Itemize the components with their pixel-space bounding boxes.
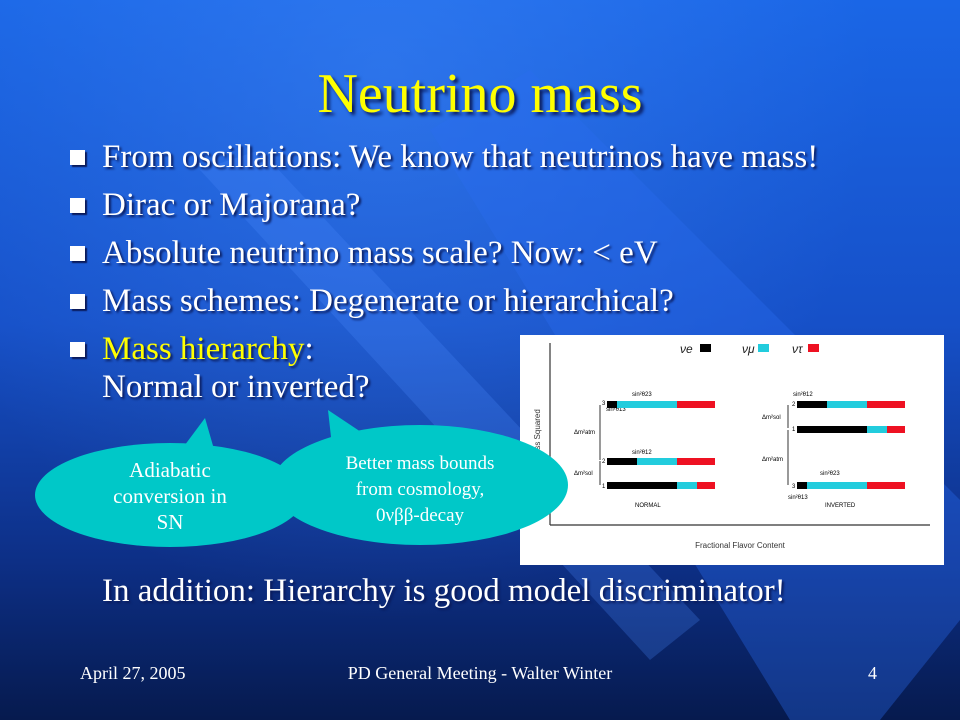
inverted-state-3-label: 3 [792, 484, 796, 490]
inverted-state-3-nue [797, 482, 807, 489]
normal-sol-label: Δm²sol [574, 471, 593, 477]
inverted-angle-label: sin²θ12 [793, 392, 813, 398]
normal-state-2-numu [637, 458, 677, 465]
bullet-text: From oscillations: We know that neutrino… [102, 139, 819, 175]
figure-y-label: Mass Squared [533, 409, 542, 461]
figure-x-label: Fractional Flavor Content [695, 541, 786, 550]
inverted-state-3-numu [807, 482, 867, 489]
normal-state-3-nue [607, 401, 617, 408]
bubble-right-line: from cosmology, [355, 479, 485, 500]
normal-atm-label: Δm²atm [574, 430, 595, 436]
bullet-square-icon [70, 198, 85, 213]
bubble-left-line: Adiabatic [129, 458, 211, 482]
legend-numu-label: νμ [742, 342, 755, 356]
bullet-square-icon [70, 246, 85, 261]
bullet-item: Dirac or Majorana? [70, 186, 940, 224]
inverted-state-2-nutau [867, 401, 905, 408]
normal-state-3-label: 3 [602, 401, 606, 407]
normal-state-2-nutau [677, 458, 715, 465]
bullet-item: From oscillations: We know that neutrino… [70, 138, 940, 176]
mass-hierarchy-figure: Mass Squared Fractional Flavor Content ν… [520, 335, 944, 565]
inverted-state-1-nutau [887, 426, 905, 433]
bubble-left-line: conversion in [113, 484, 227, 508]
normal-state-1-numu [677, 482, 697, 489]
inverted-state-1-numu [867, 426, 887, 433]
bullet-list: From oscillations: We know that neutrino… [70, 138, 940, 416]
bubble-right-shape [272, 410, 568, 545]
inverted-state-1-label: 1 [792, 427, 796, 433]
footer-center: PD General Meeting - Walter Winter [347, 663, 613, 683]
bubble-left-body [35, 443, 305, 547]
normal-state-3-numu [617, 401, 677, 408]
bubble-left-shape [35, 418, 305, 547]
inverted-angle-label: sin²θ23 [820, 471, 840, 477]
hierarchy-highlight: Mass hierarchy [102, 331, 305, 367]
inverted-angle-label: sin²θ13 [788, 495, 808, 501]
legend-nutau-label: ντ [792, 342, 804, 356]
bullet-text: Mass schemes: Degenerate or hierarchical… [102, 283, 674, 319]
bubble-right-line: 0νββ-decay [375, 505, 465, 526]
hierarchy-colon: : [304, 331, 314, 367]
legend-nutau-swatch [808, 344, 819, 352]
bubble-right-line: Better mass bounds [345, 453, 495, 474]
inverted-sol-label: Δm²sol [762, 415, 781, 421]
legend-nue-swatch [700, 344, 711, 352]
normal-state-3-nutau [677, 401, 715, 408]
normal-state-1-nutau [697, 482, 715, 489]
normal-state-2-label: 2 [602, 459, 606, 465]
legend-numu-swatch [758, 344, 769, 352]
hierarchy-line2: Normal or inverted? [102, 369, 370, 405]
footer-page-number: 4 [868, 663, 877, 683]
footer-date: April 27, 2005 [80, 663, 186, 683]
bullet-item-hierarchy: Mass hierarchy: Normal or inverted? [70, 330, 940, 406]
mass-hierarchy-diagram: Mass Squared Fractional Flavor Content ν… [533, 342, 930, 550]
normal-angle-label: sin²θ23 [632, 392, 652, 398]
inverted-state-2-numu [827, 401, 867, 408]
normal-state-2-nue [607, 458, 637, 465]
bubble-right-body [272, 425, 568, 545]
bubble-left-text: Adiabatic conversion in SN [60, 457, 280, 535]
addition-text: In addition: Hierarchy is good model dis… [102, 573, 786, 609]
bullet-text: Dirac or Majorana? [102, 187, 361, 223]
inverted-state-3-nutau [867, 482, 905, 489]
legend-nue-label: νe [680, 342, 693, 356]
inverted-atm-label: Δm²atm [762, 457, 783, 463]
inverted-state-2-label: 2 [792, 402, 796, 408]
slide-title: Neutrino mass [317, 63, 643, 125]
bullet-item: Mass schemes: Degenerate or hierarchical… [70, 282, 940, 320]
bullet-square-icon [70, 150, 85, 165]
inverted-state-2-nue [797, 401, 827, 408]
bullet-item: Absolute neutrino mass scale? Now: < eV [70, 234, 940, 272]
inverted-state-1-nue [797, 426, 867, 433]
bubble-right-text: Better mass bounds from cosmology, 0νββ-… [300, 451, 540, 529]
normal-state-1-nue [607, 482, 677, 489]
normal-angle-label: sin²θ13 [606, 407, 626, 413]
inverted-hierarchy-label: INVERTED [825, 503, 856, 509]
bullet-text: Absolute neutrino mass scale? Now: < eV [102, 235, 658, 271]
normal-state-1-label: 1 [602, 484, 606, 490]
bubble-left-line: SN [156, 510, 184, 534]
bullet-square-icon [70, 294, 85, 309]
normal-angle-label: sin²θ12 [632, 450, 652, 456]
normal-hierarchy-label: NORMAL [635, 503, 661, 509]
bullet-square-icon [70, 342, 85, 357]
